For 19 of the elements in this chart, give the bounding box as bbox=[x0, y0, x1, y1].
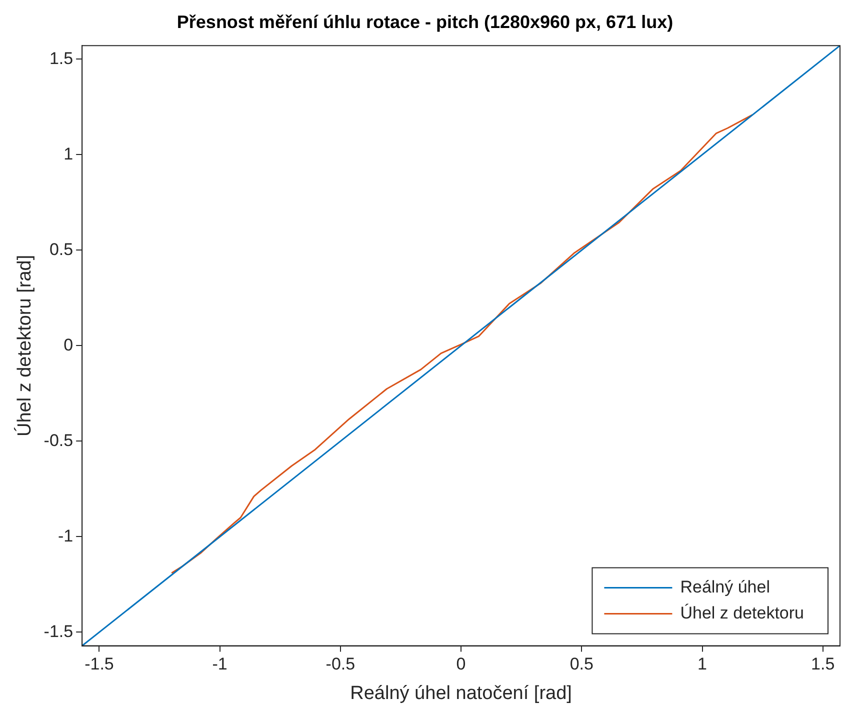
y-tick-label: 1.5 bbox=[49, 48, 74, 68]
legend-label: Reálný úhel bbox=[680, 577, 770, 596]
x-tick-label: -1.5 bbox=[84, 654, 114, 674]
y-tick-label: 1 bbox=[64, 144, 74, 164]
x-tick-label: 0 bbox=[456, 654, 466, 674]
y-tick-label: 0 bbox=[64, 335, 74, 354]
y-tick-label: 0.5 bbox=[49, 240, 74, 259]
y-axis-title: Úhel z detektoru [rad] bbox=[14, 254, 36, 437]
y-tick-label: -1.5 bbox=[44, 622, 74, 641]
legend-label: Úhel z detektoru bbox=[680, 603, 804, 622]
x-tick-label: 0.5 bbox=[570, 654, 594, 674]
x-tick-label: 1.5 bbox=[811, 654, 835, 674]
y-tick-label: -0.5 bbox=[44, 430, 74, 450]
y-tick-label: -1 bbox=[58, 526, 74, 546]
x-tick-label: -1 bbox=[212, 654, 228, 674]
x-tick-label: 1 bbox=[698, 654, 707, 674]
chart-title: Přesnost měření úhlu rotace - pitch (1280x960 px, 671 lux) bbox=[176, 12, 674, 32]
x-tick-label: -0.5 bbox=[326, 654, 356, 674]
x-axis-title: Reálný úhel natočení [rad] bbox=[350, 682, 572, 704]
